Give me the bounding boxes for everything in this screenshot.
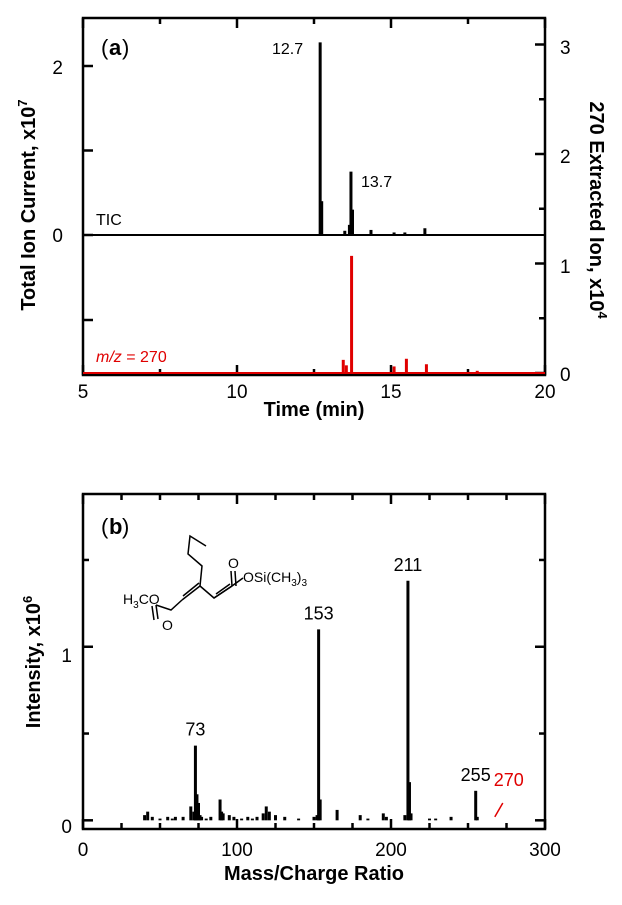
molecule-structure: H3CO O O OSi(CH3)3 [123, 534, 307, 633]
bond-carbonyl-left [151, 604, 159, 621]
b-ytick-0: 0 [61, 817, 72, 838]
structure-ester-left: H3CO [123, 591, 160, 611]
left-tick-0: 0 [52, 226, 63, 247]
peak-label-211: 211 [394, 555, 423, 575]
trace-label-mz: m/z [96, 349, 122, 366]
panel-a-label-open: ( [101, 35, 109, 60]
panel-b: ( b ) 0 1 0 100 200 300 Mass/Charge Rati… [20, 492, 561, 885]
trace-tic [83, 42, 545, 236]
b-ytick-1: 1 [61, 646, 72, 667]
left-ylabel-exp: 7 [15, 99, 30, 106]
structure-oxygen-right: O [228, 555, 239, 571]
svg-text:Intensity, x106: Intensity, x106 [20, 596, 45, 728]
bond-ester-left [155, 599, 183, 611]
bond-ester-right [231, 577, 244, 587]
panel-b-label-close: ) [122, 514, 129, 539]
right-tick-0: 0 [560, 365, 571, 386]
a-xtick-20: 20 [534, 382, 555, 403]
right-tick-2: 2 [560, 147, 571, 168]
trace-label-270: = 270 [122, 349, 167, 366]
panel-a-xlabel: Time (min) [264, 399, 365, 421]
panel-a-frame [81, 16, 547, 377]
left-tick-2: 2 [52, 58, 63, 79]
peak-270-leader [494, 802, 504, 818]
panel-a: ( a ) 0 2 3 2 1 0 5 10 15 20 Time (min) … [15, 16, 610, 421]
b-xtick-0: 0 [78, 840, 89, 861]
right-ylabel-exp: 4 [595, 311, 610, 319]
peak-label-13-7: 13.7 [361, 174, 392, 191]
peak-label-12-7: 12.7 [272, 41, 303, 58]
peak-label-255: 255 [461, 765, 491, 785]
left-ylabel-text: Total Ion Current, x10 [18, 107, 40, 311]
panel-a-left-ylabel: Total Ion Current, x107 [15, 99, 40, 310]
a-xtick-5: 5 [78, 382, 89, 403]
panel-a-ticks [81, 18, 547, 375]
right-tick-1: 1 [560, 257, 571, 278]
svg-text:270 Extracted Ion, x104: 270 Extracted Ion, x104 [585, 101, 610, 319]
bond-double-1 [181, 582, 201, 601]
panel-b-annotations: 73 153 211 255 270 [185, 555, 524, 818]
trace-m-z-270 [83, 255, 545, 374]
panel-b-label: b [109, 514, 122, 539]
trace-label-mz270: m/z = 270 [96, 349, 167, 366]
b-ylabel-text: Intensity, x10 [23, 603, 45, 728]
b-xtick-100: 100 [221, 840, 253, 861]
panel-a-traces [83, 42, 545, 374]
panel-b-ylabel: Intensity, x106 [20, 596, 45, 728]
peak-label-270: 270 [494, 770, 524, 790]
b-ylabel-exp: 6 [20, 596, 35, 603]
panel-a-right-ylabel: 270 Extracted Ion, x104 [585, 101, 610, 319]
panel-b-label-open: ( [101, 514, 109, 539]
structure-silyl: OSi(CH3)3 [243, 569, 307, 589]
right-tick-3: 3 [560, 38, 571, 59]
bond-propyl [187, 534, 207, 587]
peak-label-73: 73 [185, 720, 205, 740]
right-ylabel-text: 270 Extracted Ion, x10 [585, 101, 607, 311]
trace-label-tic: TIC [96, 212, 122, 229]
panel-b-xlabel: Mass/Charge Ratio [224, 863, 404, 885]
panel-a-label-close: ) [122, 35, 129, 60]
svg-text:Total Ion Current, x107: Total Ion Current, x107 [15, 99, 40, 310]
panel-b-ticks [81, 494, 547, 829]
panel-a-label: a [109, 35, 122, 60]
b-xtick-300: 300 [529, 840, 561, 861]
a-xtick-15: 15 [380, 382, 401, 403]
structure-oxygen-left: O [162, 617, 173, 633]
panel-b-bars [143, 580, 479, 821]
peak-label-153: 153 [304, 603, 334, 623]
b-xtick-200: 200 [375, 840, 407, 861]
bond-double-2 [213, 583, 233, 599]
a-xtick-10: 10 [226, 382, 247, 403]
